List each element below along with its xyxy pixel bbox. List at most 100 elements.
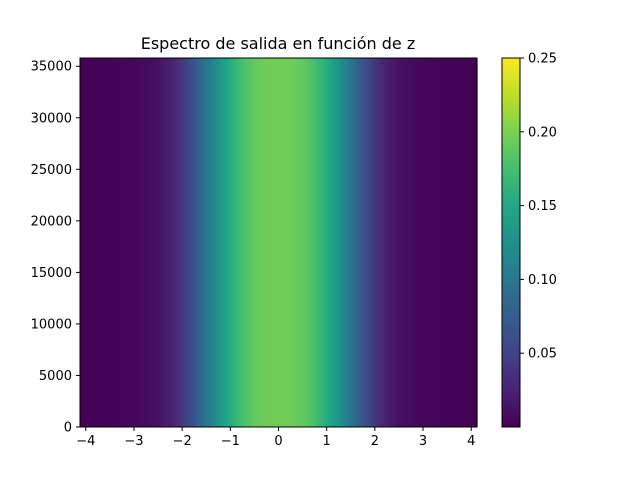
y-axis: 0 5000 10000 15000 20000 25000 30000 35000 — [31, 60, 80, 436]
heatmap-cell — [433, 58, 438, 427]
heatmap-cell — [80, 58, 84, 427]
heatmap-cell — [166, 58, 170, 427]
heatmap-cell — [437, 58, 442, 427]
heatmap-cell — [457, 58, 462, 427]
heatmap-cell — [205, 58, 210, 427]
heatmap-cell — [152, 58, 157, 427]
y-tick-label: 20000 — [31, 214, 72, 229]
y-tick-label: 15000 — [31, 266, 72, 281]
heatmap-cell — [324, 58, 329, 427]
heatmap-cell — [424, 58, 428, 427]
heatmap-cell — [268, 58, 273, 427]
colorbar-tick-label: 0.05 — [528, 347, 557, 362]
heatmap-cell — [357, 58, 362, 427]
heatmap-cell — [288, 58, 293, 427]
heatmap-cell — [381, 58, 385, 427]
heatmap-cell — [146, 58, 151, 427]
heatmap-cell — [321, 58, 326, 427]
heatmap-cell — [169, 58, 174, 427]
heatmap-cell — [86, 58, 91, 427]
heatmap-cell — [344, 58, 349, 427]
x-tick-label: −3 — [124, 434, 143, 449]
heatmap-cell — [420, 58, 425, 427]
heatmap-cell — [175, 58, 180, 427]
heatmap-cell — [252, 58, 256, 427]
heatmap-plot-area — [80, 58, 478, 427]
heatmap-cell — [225, 58, 230, 427]
heatmap-cell — [351, 58, 356, 427]
heatmap-cell — [195, 58, 200, 427]
heatmap-cell — [384, 58, 389, 427]
y-tick-label: 35000 — [31, 60, 72, 75]
y-tick-label: 10000 — [31, 317, 72, 332]
heatmap-cell — [397, 58, 402, 427]
heatmap-cell — [123, 58, 127, 427]
heatmap-cell — [109, 58, 114, 427]
colorbar-axis: 0.05 0.10 0.15 0.20 0.25 — [520, 52, 557, 362]
heatmap-cell — [460, 58, 465, 427]
heatmap-cell — [387, 58, 392, 427]
heatmap-cell — [275, 58, 280, 427]
heatmap-cell — [136, 58, 141, 427]
heatmap-cell — [374, 58, 379, 427]
heatmap-cell — [450, 58, 455, 427]
heatmap-cell — [139, 58, 144, 427]
heatmap-cell — [179, 58, 184, 427]
heatmap-cell — [417, 58, 422, 427]
heatmap-cell — [265, 58, 270, 427]
heatmap-cell — [192, 58, 197, 427]
heatmap-cell — [364, 58, 369, 427]
x-tick-label: 4 — [467, 434, 475, 449]
heatmap-cell — [377, 58, 382, 427]
colorbar — [502, 58, 520, 427]
heatmap-cell — [440, 58, 445, 427]
heatmap-cell — [248, 58, 253, 427]
heatmap-cell — [172, 58, 177, 427]
heatmap-cell — [314, 58, 319, 427]
heatmap-cell — [235, 58, 240, 427]
heatmap-cell — [242, 58, 247, 427]
heatmap-cell — [129, 58, 134, 427]
heatmap-cell — [271, 58, 276, 427]
x-tick-label: 2 — [371, 434, 379, 449]
x-tick-label: 1 — [323, 434, 331, 449]
heatmap-cell — [361, 58, 366, 427]
heatmap-cell — [318, 58, 323, 427]
heatmap-cell — [159, 58, 164, 427]
chart-title: Espectro de salida en función de z — [141, 34, 416, 53]
heatmap-cell — [222, 58, 227, 427]
heatmap-cell — [394, 58, 399, 427]
heatmap-cell — [142, 58, 147, 427]
colorbar-tick-label: 0.10 — [528, 273, 557, 288]
heatmap-cell — [354, 58, 359, 427]
heatmap-cell — [238, 58, 243, 427]
y-tick-label: 25000 — [31, 163, 72, 178]
y-tick-label: 5000 — [39, 369, 72, 384]
heatmap-cell — [258, 58, 263, 427]
x-tick-label: 3 — [419, 434, 427, 449]
heatmap-cell — [199, 58, 204, 427]
heatmap-cell — [278, 58, 283, 427]
heatmap-cell — [261, 58, 266, 427]
x-tick-label: −4 — [76, 434, 95, 449]
heatmap-cell — [202, 58, 207, 427]
colorbar-tick-label: 0.25 — [528, 52, 557, 67]
heatmap-cell — [113, 58, 117, 427]
heatmap-cell — [218, 58, 223, 427]
heatmap-cell — [132, 58, 137, 427]
heatmap-cell — [116, 58, 121, 427]
colorbar-frame — [501, 57, 521, 428]
x-axis: −4 −3 −2 −1 0 1 2 3 4 — [76, 427, 475, 449]
heatmap-cell — [443, 58, 448, 427]
heatmap-cell — [311, 58, 316, 427]
heatmap-cell — [328, 58, 333, 427]
heatmap-cell — [390, 58, 395, 427]
heatmap-cell — [430, 58, 435, 427]
heatmap-cell — [467, 58, 471, 427]
heatmap-cell — [212, 58, 217, 427]
heatmap-cell — [453, 58, 458, 427]
colorbar-tick-label: 0.20 — [528, 125, 557, 140]
heatmap-cell — [447, 58, 452, 427]
heatmap-cell — [407, 58, 412, 427]
